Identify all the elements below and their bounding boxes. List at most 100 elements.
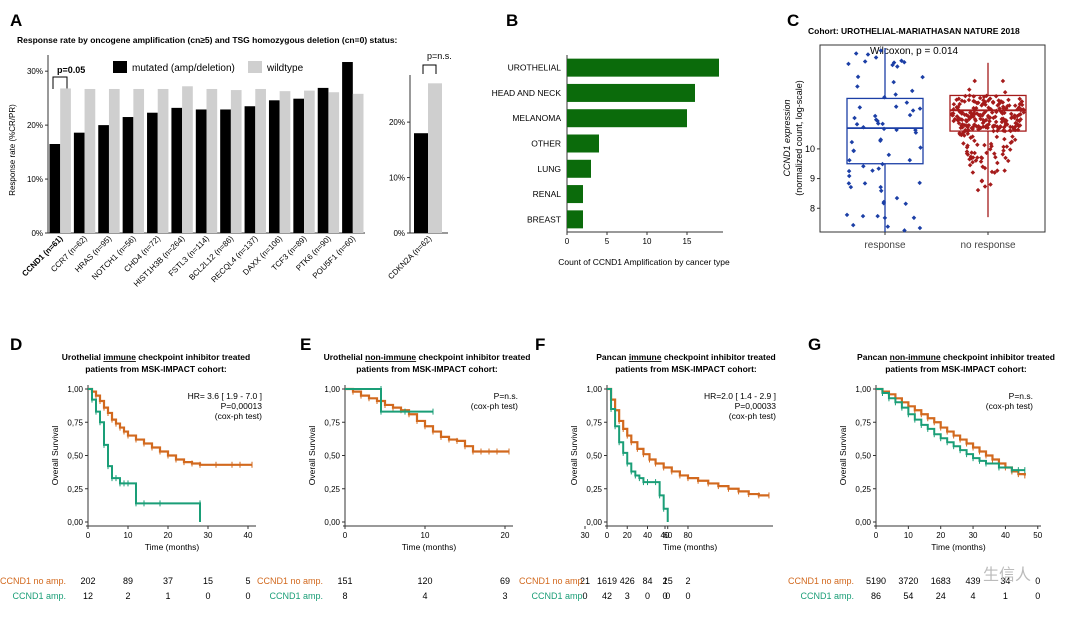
risk-table-value: 5190 bbox=[866, 576, 886, 586]
risk-table-value: 0 bbox=[582, 591, 587, 601]
legend-mutated-label: mutated (amp/deletion) bbox=[132, 63, 235, 74]
c-point bbox=[917, 225, 923, 231]
risk-table-value: 12 bbox=[83, 591, 93, 601]
c-x-tick-label: response bbox=[864, 240, 906, 251]
b-bar bbox=[567, 159, 591, 178]
c-point bbox=[886, 152, 892, 158]
a-x-tick-label: CCND1 (n=61) bbox=[20, 234, 64, 278]
km-x-tick-label: 0 bbox=[874, 531, 879, 540]
risk-table-label: CCND1 no amp. bbox=[788, 576, 854, 586]
km-x-tick-label: 10 bbox=[421, 531, 430, 540]
km-xlabel: Time (months) bbox=[931, 542, 986, 552]
a2-y-tick-label: 10% bbox=[389, 174, 405, 183]
c-x-tick-label: no response bbox=[960, 240, 1015, 251]
c-point bbox=[885, 224, 891, 229]
c-point bbox=[850, 222, 856, 228]
c-point bbox=[917, 106, 923, 111]
km-stat-line: (cox-ph test) bbox=[215, 411, 262, 421]
a-y-tick-label: 20% bbox=[27, 121, 43, 130]
c-point bbox=[920, 74, 925, 80]
c-point bbox=[975, 187, 981, 193]
panel-letter-a: A bbox=[10, 11, 22, 30]
c-point bbox=[855, 84, 860, 89]
panel-d-title: Urothelial immune checkpoint inhibitor t… bbox=[62, 352, 250, 374]
a-bar-wildtype bbox=[157, 88, 169, 234]
svg-text:Pancan immune checkpoint inhib: Pancan immune checkpoint inhibitor treat… bbox=[596, 352, 776, 362]
risk-table-value: 15 bbox=[203, 576, 213, 586]
km-x-tick-label: 30 bbox=[204, 531, 213, 540]
km-y-tick-label: 1,00 bbox=[855, 385, 871, 394]
c-point bbox=[972, 138, 977, 144]
c-point bbox=[967, 162, 973, 168]
c-point bbox=[1002, 168, 1007, 173]
b-bar bbox=[567, 83, 695, 102]
c-point bbox=[966, 97, 972, 103]
km-stat-line: P=0,00033 bbox=[735, 401, 777, 411]
km-xlabel: Time (months) bbox=[402, 542, 457, 552]
c-point bbox=[967, 87, 972, 92]
c-point bbox=[1002, 90, 1008, 95]
panel-letter-e: E bbox=[300, 335, 311, 354]
c-point bbox=[1005, 158, 1011, 164]
c-point bbox=[1000, 152, 1006, 157]
c-point bbox=[1002, 136, 1007, 142]
c-point bbox=[893, 92, 898, 97]
panel-letter-b: B bbox=[506, 11, 518, 30]
risk-table-value: 1 bbox=[1003, 591, 1008, 601]
b-y-tick-label: UROTHELIAL bbox=[508, 63, 562, 73]
panel-c-ylabel-1: CCND1 expression bbox=[782, 99, 792, 176]
km-y-tick-label: 0,25 bbox=[324, 485, 340, 494]
c-point bbox=[846, 61, 851, 67]
a-bar-mutated bbox=[317, 87, 329, 233]
km-y-tick-label: 0,50 bbox=[67, 452, 83, 461]
risk-table-value: 3 bbox=[625, 591, 630, 601]
c-point bbox=[875, 213, 880, 219]
a-bar-mutated bbox=[268, 100, 280, 234]
a-bar-wildtype bbox=[182, 86, 193, 233]
c-point bbox=[982, 142, 987, 148]
svg-text:patients from MSK-IMPACT cohor: patients from MSK-IMPACT cohort: bbox=[615, 364, 757, 374]
b-y-tick-label: LUNG bbox=[537, 164, 561, 174]
panel-c-title: Cohort: UROTHELIAL-MARIATHASAN NATURE 20… bbox=[808, 26, 1020, 36]
a-bar-wildtype bbox=[84, 88, 96, 234]
panel-a-cdkn2a-chart: 0% 10% 20% CDKN2A (n=62) bbox=[386, 75, 448, 281]
km-ylabel: Overall Survival bbox=[838, 426, 848, 486]
c-point bbox=[1003, 155, 1008, 161]
a-bar-wildtype bbox=[133, 88, 145, 234]
a2-y-tick-label: 20% bbox=[389, 118, 405, 127]
b-x-tick-label: 0 bbox=[565, 237, 570, 246]
km-x-tick-label: 40 bbox=[643, 531, 652, 540]
panel-letter-d: D bbox=[10, 335, 22, 354]
km-x-tick-label: 0 bbox=[343, 531, 348, 540]
risk-table-value: 1683 bbox=[931, 576, 951, 586]
c-point bbox=[851, 148, 856, 154]
p-value-main-bracket bbox=[52, 76, 68, 89]
risk-table-value: 0 bbox=[1035, 591, 1040, 601]
km-stat-line: (cox-ph test) bbox=[986, 401, 1033, 411]
c-y-tick-label: 9 bbox=[810, 174, 815, 184]
km-y-tick-label: 0,25 bbox=[586, 485, 602, 494]
a2-y-tick-label: 0% bbox=[393, 229, 405, 238]
risk-table-value: 1 bbox=[165, 591, 170, 601]
a-bar-mutated bbox=[244, 106, 256, 233]
svg-text:patients from MSK-IMPACT coho: patients from MSK-IMPACT cohort: bbox=[885, 364, 1027, 374]
km-y-tick-label: 0,00 bbox=[586, 518, 602, 527]
legend-mutated-swatch bbox=[113, 61, 127, 73]
risk-table-label: CCND1 amp. bbox=[269, 591, 323, 601]
risk-table-value: 84 bbox=[642, 576, 652, 586]
km-y-tick-label: 0,75 bbox=[324, 418, 340, 427]
km-xlabel: Time (months) bbox=[145, 542, 200, 552]
km-x-tick-label: 20 bbox=[623, 531, 632, 540]
risk-table-value: 37 bbox=[163, 576, 173, 586]
c-point bbox=[1010, 134, 1015, 139]
b-bar bbox=[567, 58, 719, 77]
b-y-tick-label: OTHER bbox=[531, 139, 561, 149]
km-x-tick-label: 10 bbox=[124, 531, 133, 540]
a-x-tick-label: POU5F1 (n=60) bbox=[311, 234, 358, 281]
c-point bbox=[855, 74, 861, 80]
c-point bbox=[903, 201, 908, 206]
km-x-tick-label: 60 bbox=[663, 531, 672, 540]
panel-c-ylabel-2: (normalized count, log-scale) bbox=[794, 80, 804, 196]
